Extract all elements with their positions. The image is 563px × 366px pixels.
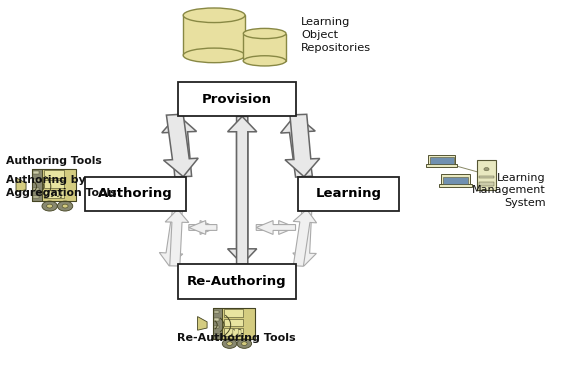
Circle shape	[222, 339, 237, 348]
Circle shape	[47, 204, 52, 208]
FancyBboxPatch shape	[177, 264, 296, 299]
Polygon shape	[16, 178, 26, 192]
Bar	[32, 169, 42, 201]
Bar	[33, 179, 39, 182]
Bar	[477, 160, 496, 190]
Text: Authoring: Authoring	[98, 187, 173, 201]
Bar	[183, 15, 245, 55]
Text: ♪♫: ♪♫	[229, 328, 243, 337]
Bar	[222, 308, 255, 339]
Text: Re-Authoring Tools: Re-Authoring Tools	[177, 333, 296, 343]
Polygon shape	[293, 209, 316, 266]
Circle shape	[484, 168, 489, 171]
FancyBboxPatch shape	[85, 177, 186, 211]
Polygon shape	[293, 209, 316, 266]
Polygon shape	[159, 209, 183, 266]
Bar	[44, 190, 64, 198]
Bar	[443, 177, 468, 184]
Polygon shape	[189, 221, 217, 234]
Ellipse shape	[243, 29, 286, 39]
Bar	[440, 184, 472, 187]
Bar	[213, 310, 220, 313]
Polygon shape	[256, 221, 296, 234]
Bar	[213, 334, 220, 336]
Text: Learning
Management
System: Learning Management System	[472, 173, 546, 208]
Polygon shape	[165, 209, 189, 266]
Bar	[32, 169, 76, 201]
Bar	[430, 157, 454, 164]
Bar	[44, 180, 64, 188]
Bar	[224, 309, 243, 317]
Circle shape	[62, 204, 68, 208]
Circle shape	[242, 342, 247, 346]
Polygon shape	[285, 114, 320, 177]
Polygon shape	[227, 116, 257, 264]
Bar	[213, 308, 222, 339]
Bar	[33, 171, 39, 174]
Text: Authoring Tools: Authoring Tools	[6, 156, 102, 166]
Bar	[479, 176, 494, 178]
Bar	[441, 174, 470, 185]
Circle shape	[237, 339, 252, 348]
FancyBboxPatch shape	[177, 82, 296, 116]
Bar	[213, 326, 220, 329]
Polygon shape	[198, 317, 207, 330]
Polygon shape	[227, 116, 257, 264]
Text: Learning
Object
Repositories: Learning Object Repositories	[301, 17, 371, 53]
Bar	[428, 155, 455, 165]
Bar	[426, 164, 457, 167]
Polygon shape	[162, 115, 196, 177]
Text: ♪♫: ♪♫	[49, 190, 64, 199]
Polygon shape	[189, 221, 217, 234]
Text: Authoring by
Aggregation Tools: Authoring by Aggregation Tools	[6, 175, 117, 198]
Bar	[213, 308, 255, 339]
Ellipse shape	[183, 48, 245, 63]
Bar	[33, 188, 39, 190]
Text: Learning: Learning	[316, 187, 382, 201]
Ellipse shape	[243, 56, 286, 66]
Bar	[44, 170, 64, 178]
Bar	[213, 318, 220, 321]
Bar	[42, 169, 76, 201]
Circle shape	[42, 201, 57, 211]
Bar	[224, 328, 243, 336]
Polygon shape	[256, 221, 296, 234]
Bar	[243, 34, 286, 61]
Circle shape	[227, 342, 233, 346]
Bar	[33, 196, 39, 198]
Polygon shape	[163, 114, 198, 177]
Ellipse shape	[183, 8, 245, 23]
Text: Re-Authoring: Re-Authoring	[187, 275, 287, 288]
Circle shape	[57, 201, 73, 211]
Polygon shape	[280, 115, 315, 177]
Bar	[224, 319, 243, 326]
FancyBboxPatch shape	[298, 177, 399, 211]
Text: Provision: Provision	[202, 93, 271, 106]
Bar	[479, 182, 494, 186]
